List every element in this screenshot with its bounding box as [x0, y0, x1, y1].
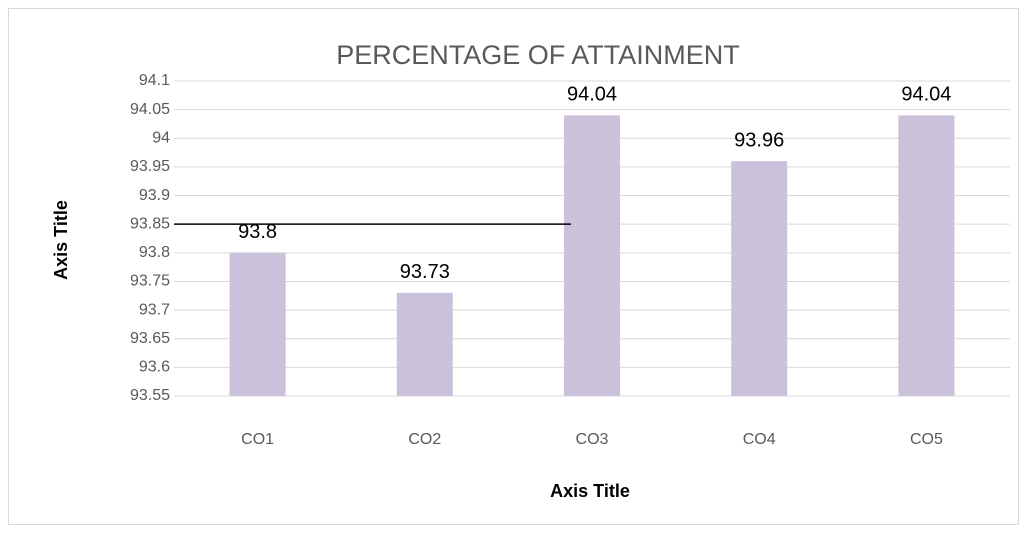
y-tick-label: 93.95 [130, 158, 170, 175]
x-tick-label: CO1 [241, 431, 274, 448]
chart-border [8, 8, 1019, 525]
x-tick-label: CO2 [408, 431, 441, 448]
y-tick-label: 94.1 [139, 72, 170, 89]
y-tick-label: 93.8 [139, 244, 170, 261]
bar [898, 115, 955, 396]
data-label: 93.73 [400, 261, 450, 283]
y-tick-label: 94 [152, 129, 170, 146]
bar [229, 252, 286, 396]
chart-title: PERCENTAGE OF ATTAINMENT [336, 40, 740, 70]
y-tick-label: 94.05 [130, 101, 170, 118]
data-label: 93.96 [734, 129, 784, 151]
y-tick-label: 93.9 [139, 187, 170, 204]
y-tick-label: 93.55 [130, 387, 170, 404]
y-tick-label: 93.6 [139, 359, 170, 376]
bar [731, 161, 788, 396]
y-axis-title: Axis Title [51, 200, 71, 280]
y-tick-label: 93.75 [130, 273, 170, 290]
data-label: 94.04 [567, 84, 617, 106]
y-tick-label: 93.65 [130, 330, 170, 347]
x-tick-label: CO5 [910, 431, 943, 448]
data-label: 94.04 [901, 84, 951, 106]
y-tick-label: 93.7 [139, 301, 170, 318]
data-label: 93.8 [238, 221, 277, 243]
y-tick-label: 93.85 [130, 215, 170, 232]
bar [396, 292, 453, 396]
bar [564, 115, 620, 396]
x-tick-label: CO4 [743, 431, 776, 448]
x-tick-label: CO3 [576, 431, 609, 448]
x-axis-title: Axis Title [550, 481, 630, 501]
